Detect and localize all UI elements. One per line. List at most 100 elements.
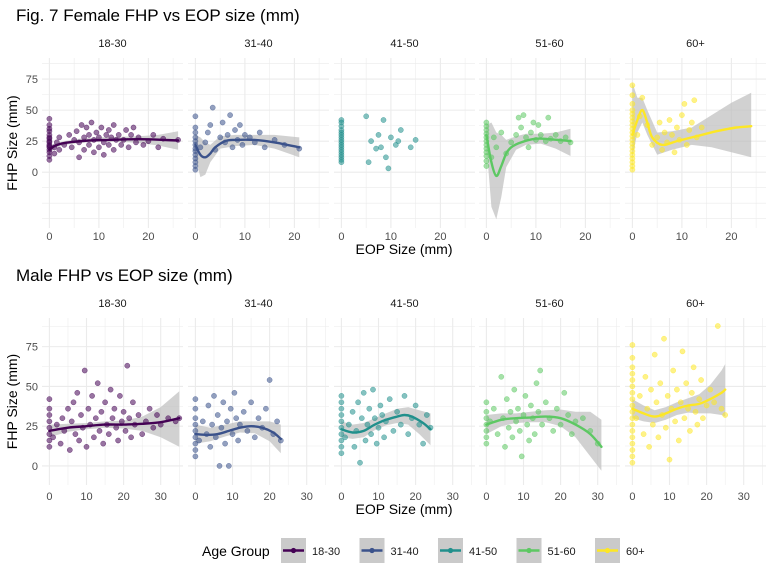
legend-key-point — [369, 547, 375, 554]
data-point — [562, 134, 569, 141]
data-point — [661, 129, 668, 136]
confidence-band — [195, 421, 281, 454]
data-point — [493, 144, 500, 151]
data-point — [373, 440, 380, 447]
data-point — [629, 421, 636, 428]
legend-label: 18-30 — [312, 546, 340, 558]
data-point — [505, 424, 512, 431]
data-point — [214, 412, 221, 418]
data-point — [102, 399, 108, 406]
data-point — [83, 443, 90, 450]
panel-51-60: 51-60 0 10 20 — [479, 38, 620, 243]
data-point — [494, 431, 501, 437]
data-point — [380, 117, 387, 123]
data-point — [646, 443, 652, 450]
data-point — [690, 364, 697, 371]
x-tick-label: 20 — [288, 231, 300, 243]
data-point — [192, 124, 199, 131]
data-point — [629, 107, 636, 113]
data-point — [56, 134, 63, 141]
facet-label: 31-40 — [244, 298, 272, 310]
data-point — [377, 402, 384, 409]
confidence-band — [49, 391, 180, 447]
data-point — [370, 386, 376, 393]
data-point — [681, 101, 688, 107]
data-point — [629, 440, 636, 447]
legend-label: 51-60 — [548, 546, 576, 558]
data-point — [338, 405, 345, 412]
data-point — [375, 132, 382, 138]
x-tick-label: 10 — [226, 491, 238, 503]
data-point — [642, 373, 649, 380]
data-point — [538, 132, 544, 138]
data-point — [483, 408, 490, 415]
data-point — [122, 428, 129, 434]
data-point — [51, 150, 58, 157]
data-point — [363, 113, 370, 120]
data-point — [498, 373, 505, 380]
data-point — [192, 405, 199, 412]
x-tick-label: 0 — [338, 491, 344, 503]
data-point — [211, 393, 217, 399]
data-point — [192, 428, 199, 434]
data-point — [648, 386, 654, 393]
data-point — [124, 362, 131, 369]
data-point — [119, 418, 125, 425]
data-point — [130, 399, 136, 406]
data-point — [73, 128, 80, 134]
x-tick-label: 20 — [725, 231, 737, 243]
confidence-band — [632, 364, 726, 423]
data-point — [130, 124, 137, 131]
data-point — [530, 119, 537, 126]
data-point — [111, 405, 118, 412]
data-point — [224, 132, 231, 138]
data-point — [671, 149, 678, 156]
data-point — [46, 443, 53, 450]
data-point — [46, 418, 53, 425]
data-point — [202, 139, 209, 146]
data-point — [59, 415, 66, 422]
data-point — [106, 127, 112, 133]
data-point — [565, 412, 571, 418]
data-point — [513, 418, 519, 425]
data-point — [533, 380, 540, 387]
data-point — [338, 418, 345, 425]
data-point — [207, 122, 214, 128]
data-point — [657, 380, 664, 387]
data-point — [117, 393, 123, 399]
y-axis-label: FHP Size (mm) — [4, 95, 20, 190]
data-point — [696, 396, 703, 402]
data-point — [54, 421, 60, 428]
confidence-band — [632, 82, 752, 158]
data-point — [85, 405, 92, 412]
data-point — [707, 386, 714, 393]
data-point — [545, 114, 552, 121]
data-point — [629, 453, 636, 460]
data-point — [115, 437, 121, 444]
data-point — [412, 137, 419, 143]
chart-2: Male FHP vs EOP size (mm) 0 25 50 75 FHP Size… — [4, 266, 766, 517]
data-point — [689, 389, 695, 396]
data-point — [561, 389, 568, 396]
x-tick-label: 0 — [629, 231, 635, 243]
data-point — [686, 127, 693, 133]
data-point — [242, 132, 248, 138]
data-point — [150, 424, 157, 431]
y-tick-label: 0 — [32, 167, 38, 179]
data-point — [235, 437, 241, 444]
data-point — [397, 421, 404, 428]
facet-label: 18-30 — [98, 38, 126, 50]
x-tick-label: 0 — [629, 491, 635, 503]
facet-label: 41-50 — [390, 298, 418, 310]
data-point — [146, 405, 153, 412]
data-point — [535, 408, 542, 415]
data-point — [629, 389, 636, 396]
data-point — [679, 348, 686, 355]
data-point — [261, 144, 268, 151]
data-point — [650, 421, 656, 428]
x-tick-label: 0 — [483, 491, 489, 503]
data-point — [123, 127, 129, 133]
smooth-fit-line — [631, 388, 727, 418]
data-point — [513, 132, 519, 138]
y-tick-label: 50 — [26, 381, 38, 393]
